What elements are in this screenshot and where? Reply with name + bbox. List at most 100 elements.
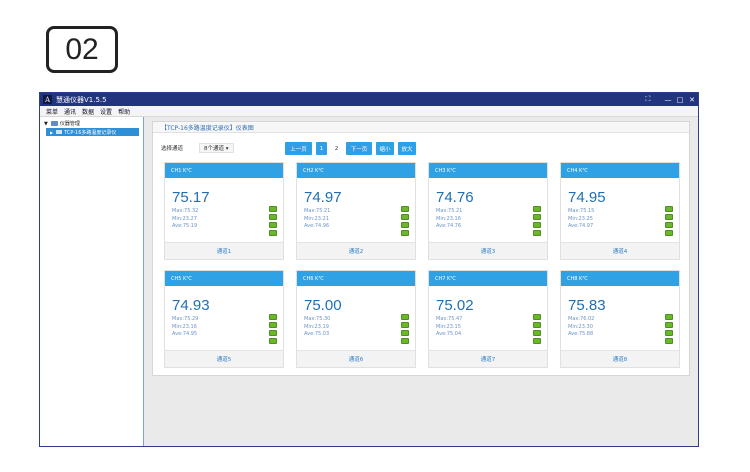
stat-min: Min:23.27	[172, 215, 197, 222]
channel-card: CH7 K℃ 75.02 Max:75.47 Min:23.15 Ave:75.…	[428, 270, 548, 368]
menu-item-menu[interactable]: 菜单	[46, 108, 59, 116]
led-icon	[533, 338, 541, 344]
indicator-leds	[269, 314, 277, 346]
stat-ave: Ave:74.95	[172, 331, 198, 337]
device-icon	[56, 130, 63, 134]
menu-item-data[interactable]: 数据	[82, 108, 95, 116]
led-icon	[401, 322, 409, 328]
stat-max: Max:76.02	[568, 316, 595, 322]
card-footer[interactable]: 通道5	[165, 350, 283, 367]
indicator-leds	[401, 314, 409, 346]
stat-ave: Ave:74.97	[568, 223, 594, 229]
card-header: CH4 K℃	[561, 163, 679, 178]
led-icon	[269, 230, 277, 236]
channel-select[interactable]: 8个通道 ▾	[199, 143, 234, 153]
channel-card: CH1 K℃ 75.17 Max:75.32 Min:23.27 Ave:75.…	[164, 162, 284, 260]
window-controls: ⛶ — □ ✕	[642, 94, 698, 105]
indicator-leds	[665, 314, 673, 346]
tree-item-label: TCP-16多路温度记录仪	[64, 129, 117, 136]
expand-arrow-icon[interactable]: ▶	[50, 129, 54, 135]
card-stats: Max:75.47 Min:23.15 Ave:75.04	[436, 316, 462, 339]
card-footer[interactable]: 通道6	[297, 350, 415, 367]
card-footer[interactable]: 通道2	[297, 242, 415, 259]
channel-card: CH6 K℃ 75.00 Max:75.30 Min:23.19 Ave:75.…	[296, 270, 416, 368]
app-logo-icon: A	[43, 95, 52, 104]
stat-ave: Ave:74.76	[436, 223, 462, 229]
card-header: CH3 K℃	[429, 163, 547, 178]
led-icon	[665, 322, 673, 328]
card-stats: Max:75.29 Min:23.16 Ave:74.95	[172, 316, 198, 339]
led-icon	[269, 338, 277, 344]
expand-arrow-icon[interactable]: ▼	[44, 120, 48, 127]
indicator-leds	[533, 206, 541, 238]
tree-root[interactable]: ▼ 仪器管理	[40, 119, 143, 128]
led-icon	[269, 214, 277, 220]
menu-item-help[interactable]: 帮助	[118, 108, 131, 116]
zoom-out-button[interactable]: 缩小	[376, 142, 394, 155]
app-window: A 慧通仪器V1.5.5 ⛶ — □ ✕ 菜单 通讯 数据 设置 帮助 ▼ 仪器	[39, 92, 699, 447]
gauge-panel: 【TCP-16多路温度记录仪】仪表图 选择通道 8个通道 ▾ 上一页 1 2 下…	[152, 121, 690, 376]
card-stats: Max:75.21 Min:23.21 Ave:74.96	[304, 208, 330, 231]
menu-item-settings[interactable]: 设置	[100, 108, 113, 116]
led-icon	[401, 222, 409, 228]
stat-ave: Ave:75.04	[436, 331, 462, 337]
fullscreen-icon[interactable]: ⛶	[645, 95, 651, 103]
led-icon	[269, 322, 277, 328]
indicator-leds	[533, 314, 541, 346]
instrument-icon	[50, 121, 58, 126]
card-footer[interactable]: 通道4	[561, 242, 679, 259]
channel-card: CH4 K℃ 74.95 Max:75.15 Min:23.25 Ave:74.…	[560, 162, 680, 260]
led-icon	[665, 314, 673, 320]
page-2-button[interactable]: 2	[334, 145, 339, 152]
stat-max: Max:75.47	[436, 316, 463, 322]
stat-ave: Ave:75.19	[172, 223, 198, 229]
pager: 上一页 1 2 下一页 缩小 放大	[285, 142, 420, 155]
card-footer[interactable]: 通道8	[561, 350, 679, 367]
next-page-button[interactable]: 下一页	[346, 142, 372, 155]
stat-max: Max:75.30	[304, 316, 331, 322]
tree-item-device[interactable]: ▶ TCP-16多路温度记录仪	[46, 128, 139, 136]
app-title: 慧通仪器V1.5.5	[56, 95, 107, 104]
prev-page-button[interactable]: 上一页	[285, 142, 312, 155]
led-icon	[533, 206, 541, 212]
indicator-leds	[401, 206, 409, 238]
card-header: CH5 K℃	[165, 271, 283, 286]
card-footer[interactable]: 通道7	[429, 350, 547, 367]
menu-bar: 菜单 通讯 数据 设置 帮助	[40, 106, 698, 117]
stat-ave: Ave:75.03	[304, 331, 330, 337]
card-value: 75.17	[172, 189, 210, 206]
page-1-button[interactable]: 1	[316, 142, 327, 155]
led-icon	[401, 214, 409, 220]
menu-item-comm[interactable]: 通讯	[64, 108, 77, 116]
card-value: 75.00	[304, 297, 342, 314]
card-value: 74.76	[436, 189, 474, 206]
card-value: 74.97	[304, 189, 342, 206]
card-value: 74.93	[172, 297, 210, 314]
card-stats: Max:76.02 Min:23.30 Ave:75.88	[568, 316, 594, 339]
channel-card: CH3 K℃ 74.76 Max:75.21 Min:23.16 Ave:74.…	[428, 162, 548, 260]
card-value: 75.83	[568, 297, 606, 314]
led-icon	[269, 222, 277, 228]
maximize-icon[interactable]: □	[676, 95, 684, 104]
led-icon	[665, 214, 673, 220]
card-header: CH1 K℃	[165, 163, 283, 178]
card-stats: Max:75.30 Min:23.19 Ave:75.03	[304, 316, 330, 339]
card-stats: Max:75.15 Min:23.25 Ave:74.97	[568, 208, 594, 231]
stat-max: Max:75.21	[436, 208, 463, 214]
stat-max: Max:75.15	[568, 208, 595, 214]
led-icon	[401, 314, 409, 320]
stat-min: Min:23.16	[172, 323, 197, 330]
main-area: 【TCP-16多路温度记录仪】仪表图 选择通道 8个通道 ▾ 上一页 1 2 下…	[144, 117, 698, 446]
led-icon	[665, 330, 673, 336]
card-footer[interactable]: 通道1	[165, 242, 283, 259]
stat-min: Min:23.25	[568, 215, 593, 222]
stat-max: Max:75.32	[172, 208, 199, 214]
close-icon[interactable]: ✕	[689, 95, 695, 104]
zoom-in-button[interactable]: 放大	[398, 142, 416, 155]
minimize-icon[interactable]: —	[664, 95, 672, 104]
led-icon	[533, 222, 541, 228]
card-footer[interactable]: 通道3	[429, 242, 547, 259]
body-area: ▼ 仪器管理 ▶ TCP-16多路温度记录仪 【TCP-16多路温度记录仪】仪表…	[40, 117, 698, 446]
stat-max: Max:75.21	[304, 208, 331, 214]
sidebar: ▼ 仪器管理 ▶ TCP-16多路温度记录仪	[40, 117, 144, 446]
